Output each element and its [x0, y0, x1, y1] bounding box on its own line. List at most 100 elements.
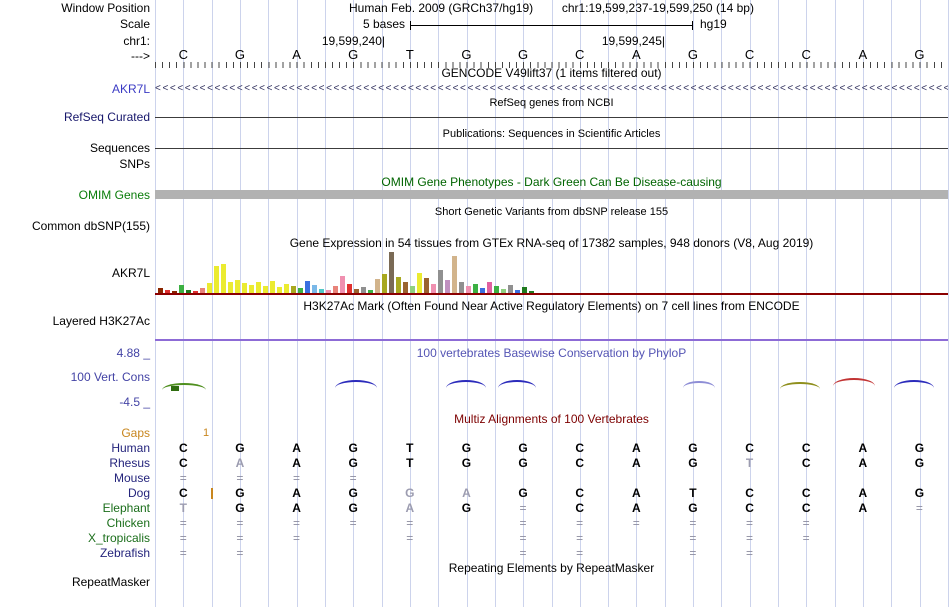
gtex-expression-bar[interactable]	[347, 284, 352, 294]
species-row-rhesus[interactable]: Rhesus C A A G T G G C A G T C A G	[0, 456, 950, 471]
gridline	[919, 0, 921, 607]
gencode-transcript-arrows[interactable]: <<<<<<<<<<<<<<<<<<<<<<<<<<<<<<<<<<<<<<<<…	[155, 83, 948, 94]
h3k27ac-signal-line[interactable]	[155, 339, 948, 341]
snps-label[interactable]: SNPs	[119, 157, 150, 171]
conservation-max-label: 4.88 _	[116, 346, 150, 360]
gtex-expression-bar[interactable]	[389, 252, 394, 294]
sequences-track-line[interactable]	[155, 148, 948, 149]
gtex-expression-bar[interactable]	[242, 283, 247, 294]
species-label[interactable]: Elephant	[102, 501, 150, 515]
gtex-expression-bar[interactable]	[508, 285, 513, 294]
species-row-dog[interactable]: Dog C G A G G A G C A T C C A G	[0, 486, 950, 501]
gtex-expression-bar[interactable]	[200, 288, 205, 294]
gtex-expression-bar[interactable]	[235, 280, 240, 294]
gtex-expression-bar[interactable]	[487, 282, 492, 294]
gaps-label[interactable]: Gaps	[121, 426, 150, 440]
gtex-expression-bar[interactable]	[207, 283, 212, 294]
gtex-expression-bar[interactable]	[221, 264, 226, 294]
gtex-expression-bar[interactable]	[368, 290, 373, 294]
gtex-expression-bar[interactable]	[438, 270, 443, 294]
gtex-expression-bar[interactable]	[354, 289, 359, 294]
species-label[interactable]: Rhesus	[109, 456, 150, 470]
gtex-gene-label[interactable]: AKR7L	[111, 266, 150, 280]
common-dbsnp-label[interactable]: Common dbSNP(155)	[31, 219, 150, 233]
species-label[interactable]: X_tropicalis	[87, 531, 150, 545]
species-label[interactable]: Human	[111, 441, 150, 455]
gtex-expression-bar[interactable]	[375, 279, 380, 294]
gtex-expression-bar[interactable]	[494, 286, 499, 294]
gtex-expression-bar[interactable]	[466, 286, 471, 294]
sequences-label[interactable]: Sequences	[89, 141, 150, 155]
layered-h3k27ac-label[interactable]: Layered H3K27Ac	[52, 314, 150, 328]
gtex-expression-bar[interactable]	[403, 282, 408, 294]
alignment-base: G	[348, 486, 358, 500]
alignment-base: C	[575, 501, 585, 515]
gtex-expression-bar[interactable]	[179, 285, 184, 294]
base-letter: C	[574, 47, 585, 62]
gtex-expression-bar[interactable]	[361, 287, 366, 294]
gtex-expression-bar[interactable]	[214, 266, 219, 294]
species-label[interactable]: Dog	[127, 486, 150, 500]
gtex-expression-bar[interactable]	[312, 285, 317, 294]
species-label[interactable]: Chicken	[106, 516, 150, 530]
gtex-expression-barchart[interactable]	[158, 252, 578, 294]
refseq-track-line[interactable]	[155, 117, 948, 118]
gtex-expression-bar[interactable]	[256, 282, 261, 294]
refseq-curated-label[interactable]: RefSeq Curated	[63, 110, 150, 124]
alignment-base	[268, 546, 325, 561]
gtex-expression-bar[interactable]	[501, 289, 506, 294]
gtex-expression-bar[interactable]	[249, 285, 254, 294]
alignment-base: A	[858, 441, 868, 455]
species-row-human[interactable]: Human C G A G T G G C A G C C A G	[0, 441, 950, 456]
alignment-bases: = = = = = = = = =	[155, 531, 948, 546]
gtex-expression-bar[interactable]	[340, 276, 345, 294]
species-row-mouse[interactable]: Mouse = = = =	[0, 471, 950, 486]
gtex-expression-bar[interactable]	[263, 286, 268, 294]
gtex-expression-bar[interactable]	[165, 290, 170, 294]
gtex-expression-bar[interactable]	[186, 290, 191, 294]
gtex-expression-bar[interactable]	[326, 290, 331, 294]
repeatmasker-label[interactable]: RepeatMasker	[71, 575, 150, 589]
gtex-expression-bar[interactable]	[417, 273, 422, 294]
gtex-expression-bar[interactable]	[452, 256, 457, 294]
gtex-expression-bar[interactable]	[515, 290, 520, 294]
gtex-expression-bar[interactable]	[291, 286, 296, 294]
species-row-chicken[interactable]: Chicken = = = = = = = = = = =	[0, 516, 950, 531]
conservation-label[interactable]: 100 Vert. Cons	[70, 370, 150, 384]
omim-gene-bar[interactable]	[155, 190, 948, 199]
gtex-expression-bar[interactable]	[459, 282, 464, 294]
species-row-zebrafish[interactable]: Zebrafish = = = = = =	[0, 546, 950, 561]
gridline	[749, 0, 751, 607]
gtex-expression-bar[interactable]	[319, 289, 324, 294]
gtex-expression-bar[interactable]	[431, 284, 436, 294]
gtex-expression-bar[interactable]	[158, 288, 163, 294]
alignment-base	[835, 516, 892, 531]
gtex-expression-bar[interactable]	[382, 274, 387, 294]
omim-genes-label[interactable]: OMIM Genes	[78, 188, 150, 202]
gtex-expression-bar[interactable]	[445, 280, 450, 294]
gtex-expression-bar[interactable]	[270, 281, 275, 294]
gtex-expression-bar[interactable]	[480, 288, 485, 294]
gtex-expression-bar[interactable]	[424, 278, 429, 294]
gtex-expression-bar[interactable]	[333, 286, 338, 294]
conservation-min-label: -4.5 _	[119, 395, 150, 409]
species-label[interactable]: Zebrafish	[99, 546, 150, 560]
species-label[interactable]: Mouse	[113, 471, 150, 485]
gtex-expression-bar[interactable]	[228, 282, 233, 294]
gtex-expression-bar[interactable]	[396, 277, 401, 294]
gtex-expression-bar[interactable]	[529, 291, 534, 294]
gtex-expression-bar[interactable]	[193, 291, 198, 294]
gtex-expression-bar[interactable]	[298, 288, 303, 294]
gtex-expression-bar[interactable]	[305, 281, 310, 294]
gtex-expression-bar[interactable]	[410, 286, 415, 294]
gtex-expression-bar[interactable]	[473, 284, 478, 294]
species-row-x_tropicalis[interactable]: X_tropicalis = = = = = = = = =	[0, 531, 950, 546]
gtex-expression-bar[interactable]	[277, 287, 282, 294]
gtex-expression-bar[interactable]	[284, 284, 289, 294]
species-row-elephant[interactable]: Elephant T G A G A G = C A G C C A =	[0, 501, 950, 516]
gtex-expression-bar[interactable]	[522, 287, 527, 294]
gencode-gene-label[interactable]: AKR7L	[111, 82, 150, 96]
gtex-expression-bar[interactable]	[172, 291, 177, 294]
gridline	[523, 0, 525, 607]
repeatmasker-track-title: Repeating Elements by RepeatMasker	[448, 561, 655, 575]
